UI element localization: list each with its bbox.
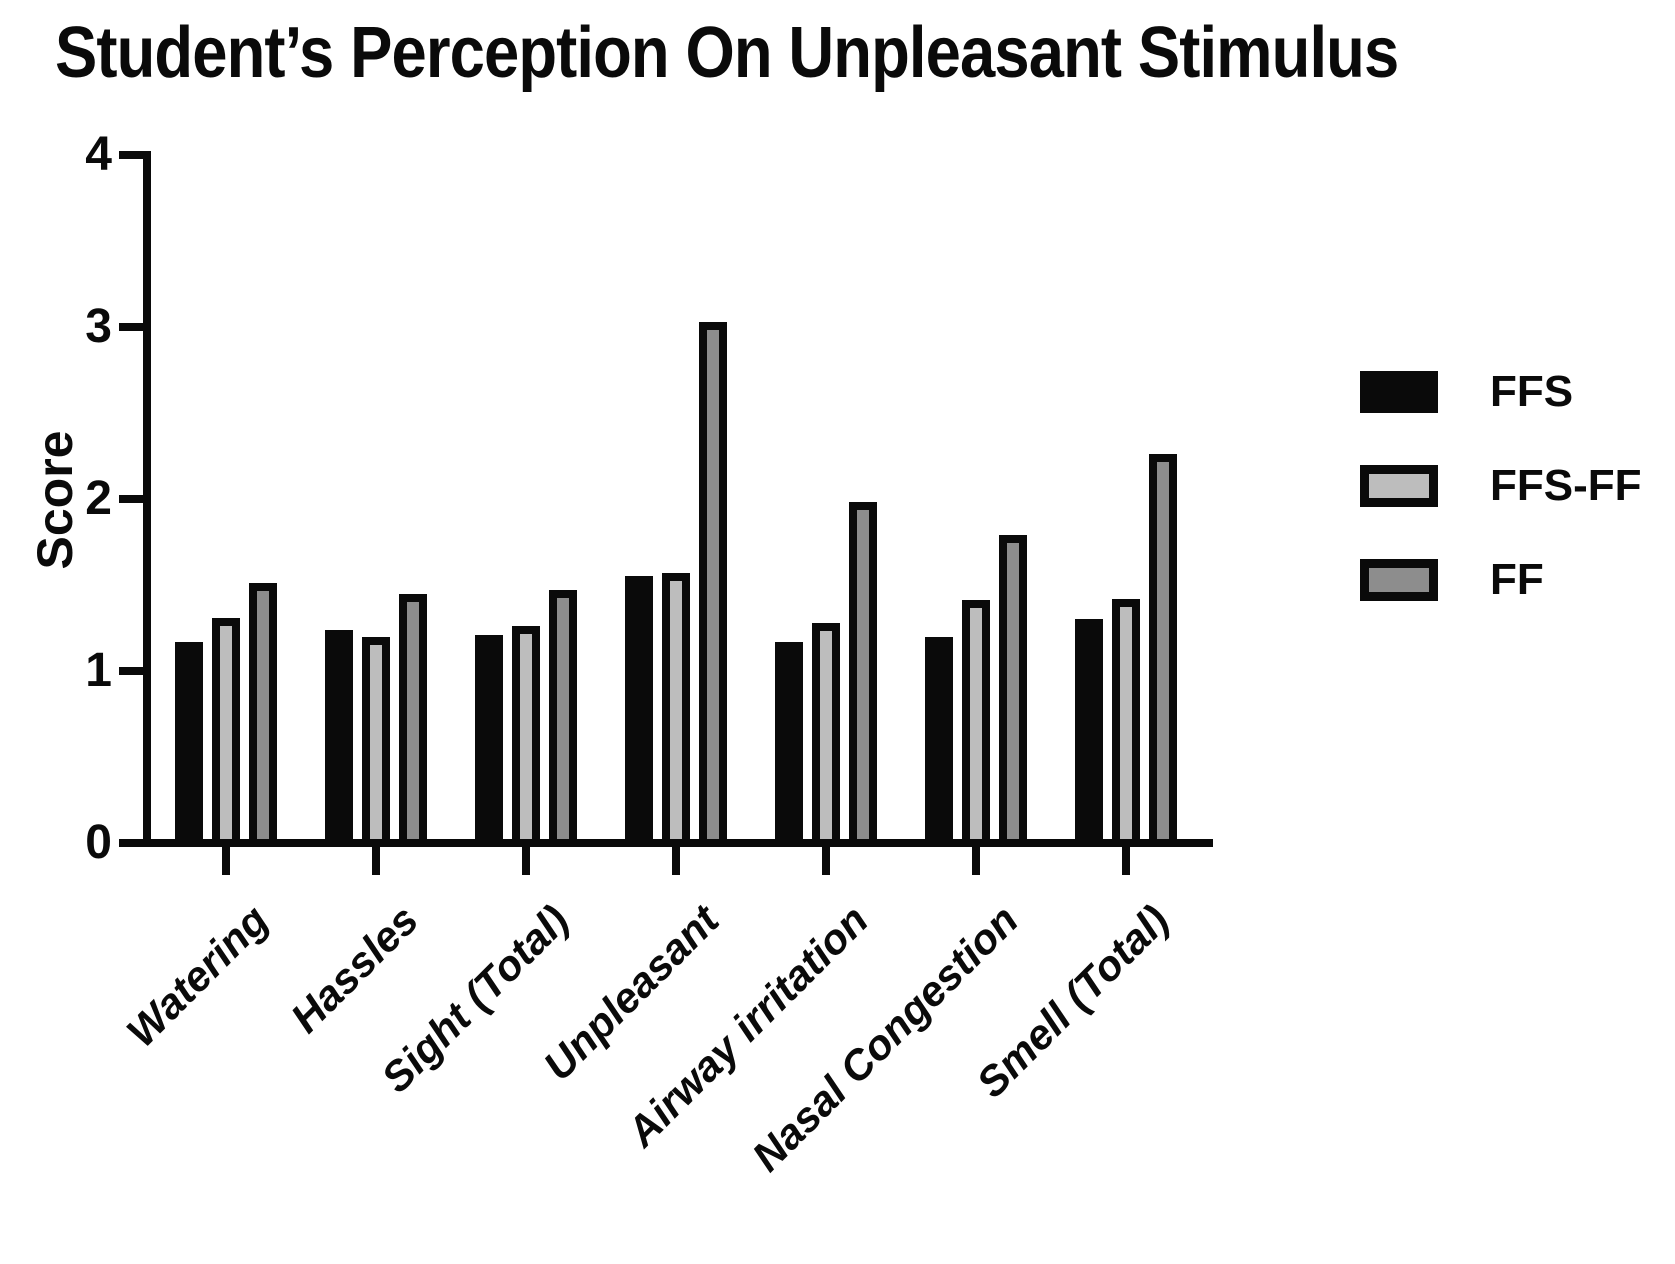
y-tick-0 (119, 839, 147, 847)
y-tick-label-0: 0 (85, 816, 112, 869)
legend-swatch-ffs-ff (1360, 465, 1438, 507)
bar-ffs-0 (175, 642, 203, 843)
bar-ffs-ff-1 (362, 637, 390, 843)
legend-swatch-ff (1360, 559, 1438, 601)
bar-ff-0 (249, 583, 277, 843)
bar-ffs-ff-3 (662, 573, 690, 843)
category-label-0: Watering (117, 896, 278, 1056)
bar-ffs-5 (925, 637, 953, 843)
chart-title: Student’s Perception On Unpleasant Stimu… (55, 13, 1399, 93)
y-tick-label-3: 3 (85, 300, 112, 353)
y-tick-2 (119, 495, 147, 503)
bar-ffs-3 (625, 576, 653, 843)
bar-ff-5 (999, 535, 1027, 843)
bar-ff-1 (399, 594, 427, 843)
bar-ff-2 (549, 590, 577, 843)
category-label-1: Hassles (281, 896, 428, 1042)
y-tick-1 (119, 667, 147, 675)
x-tick-3 (672, 847, 680, 875)
bar-ff-6 (1149, 454, 1177, 843)
bar-ffs-1 (325, 630, 353, 843)
x-tick-5 (972, 847, 980, 875)
bar-ffs-ff-6 (1112, 599, 1140, 843)
legend-label-ffs: FFS (1490, 367, 1574, 416)
bar-ffs-ff-2 (512, 626, 540, 843)
x-axis-line (143, 839, 1213, 847)
y-tick-3 (119, 323, 147, 331)
bar-ff-4 (849, 502, 877, 843)
category-label-5: Nasal Congestion (743, 896, 1028, 1181)
bar-ffs-6 (1075, 619, 1103, 843)
y-axis-line (143, 151, 151, 847)
y-tick-4 (119, 151, 147, 159)
y-tick-label-1: 1 (85, 644, 112, 697)
bar-ffs-ff-5 (962, 600, 990, 843)
bar-ffs-4 (775, 642, 803, 843)
bar-ff-3 (699, 322, 727, 843)
x-tick-1 (372, 847, 380, 875)
bar-ffs-2 (475, 635, 503, 843)
legend-label-ffs-ff: FFS-FF (1490, 461, 1642, 510)
y-tick-label-2: 2 (85, 472, 112, 525)
y-tick-label-4: 4 (85, 128, 112, 181)
legend-swatch-ffs (1360, 371, 1438, 413)
x-tick-0 (222, 847, 230, 875)
bar-ffs-ff-0 (212, 618, 240, 843)
legend-label-ff: FF (1490, 555, 1544, 604)
x-tick-2 (522, 847, 530, 875)
x-tick-4 (822, 847, 830, 875)
x-tick-6 (1122, 847, 1130, 875)
bar-ffs-ff-4 (812, 623, 840, 843)
